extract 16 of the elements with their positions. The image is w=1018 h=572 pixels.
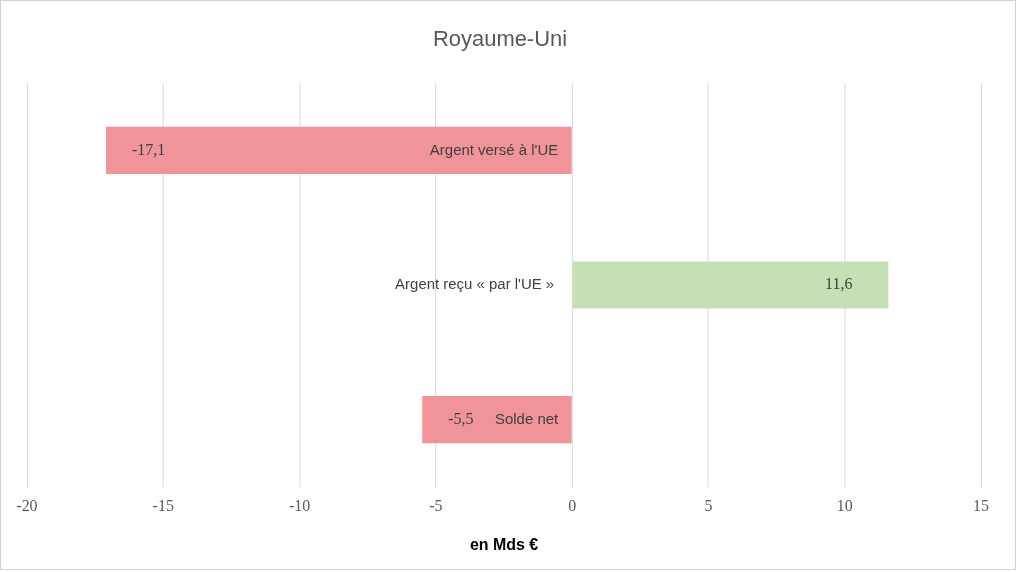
data-label: 11,6 [825, 275, 853, 293]
y-tick-label: Argent reçu « par l'UE » [395, 275, 555, 293]
data-label: -5,5 [448, 409, 474, 427]
x-tick-label: -15 [152, 496, 174, 514]
x-tick-label: 0 [568, 496, 577, 514]
x-tick-label: 15 [973, 496, 990, 514]
y-tick-label: Solde net [495, 409, 560, 427]
x-tick-label: 10 [836, 496, 853, 514]
x-tick-label: 5 [704, 496, 713, 514]
x-tick-label: -5 [429, 496, 443, 514]
y-tick-label: Argent versé à l'UE [429, 140, 559, 158]
chart-title: Royaume-Uni [432, 26, 568, 52]
data-label: -17,1 [131, 140, 166, 158]
x-tick-label: -10 [288, 496, 311, 514]
x-axis-title: en Mds € [469, 535, 539, 553]
x-tick-label: -20 [16, 496, 38, 514]
